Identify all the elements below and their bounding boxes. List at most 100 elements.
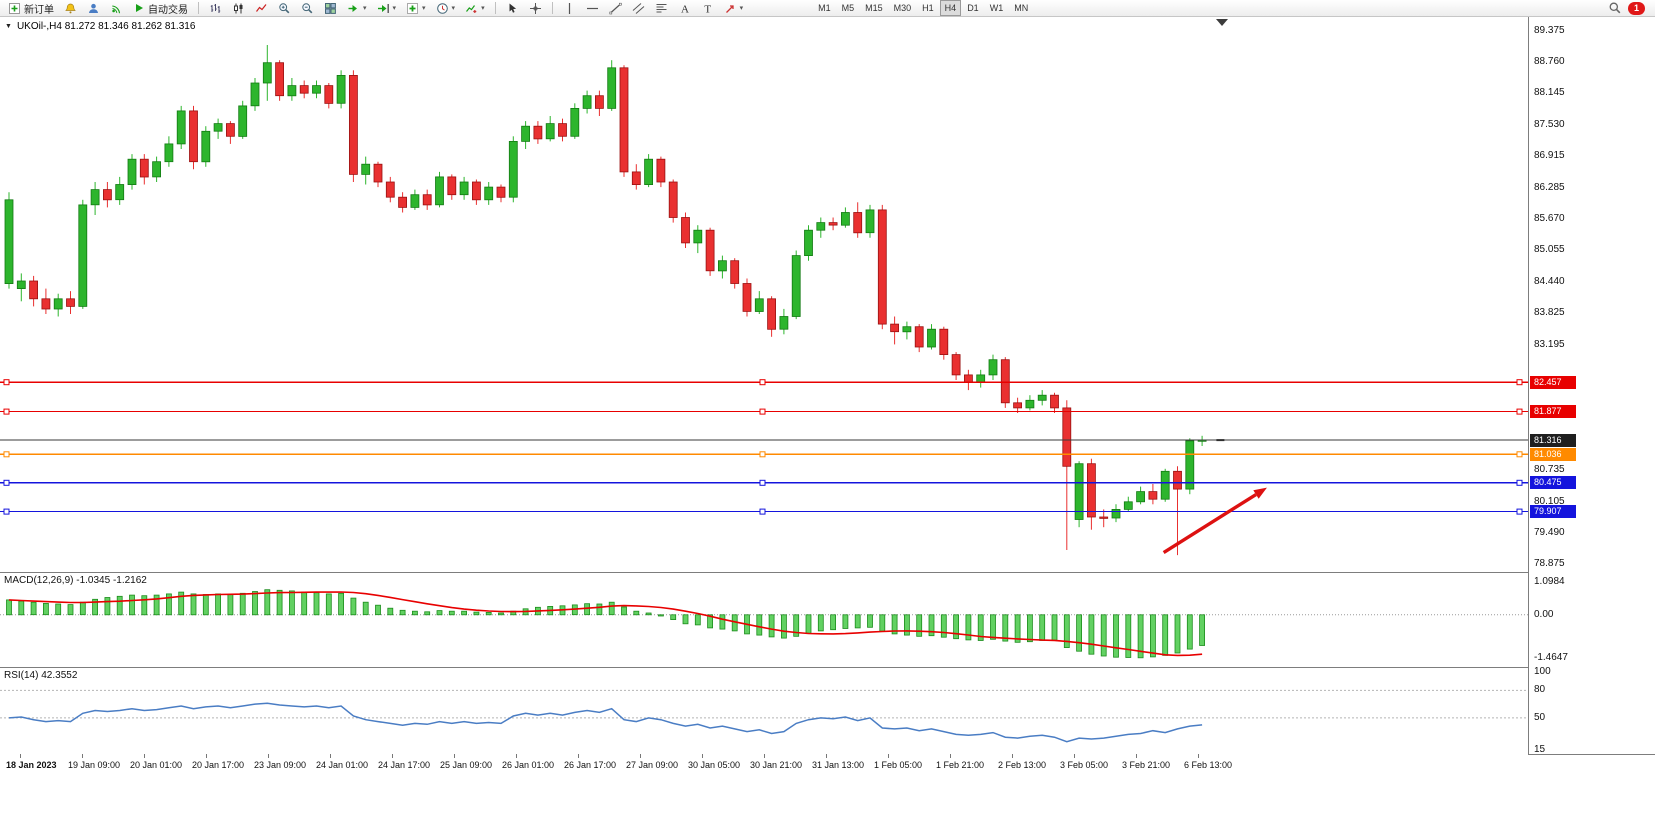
fibonacci-button[interactable] [651, 0, 672, 17]
macd-canvas[interactable] [0, 573, 1528, 667]
timeframe-button-m1[interactable]: M1 [818, 3, 831, 13]
line-handle[interactable] [3, 379, 10, 386]
candle [570, 103, 580, 139]
rsi-label: RSI(14) 42.3552 [4, 670, 78, 681]
horizontal-level-line[interactable] [0, 451, 1528, 458]
candle [521, 121, 530, 149]
panel-separator[interactable] [0, 667, 1655, 668]
macd-histogram-bar [928, 614, 935, 637]
timeframe-button-m15[interactable]: M15 [865, 3, 883, 13]
candle [336, 70, 346, 109]
tile-windows-button[interactable] [320, 0, 341, 17]
timeframe-button-mn[interactable]: MN [1014, 3, 1029, 13]
time-axis-tick [1136, 754, 1137, 758]
zoom-in-button[interactable] [274, 0, 295, 17]
auto-trading-button[interactable]: 自动交易 [129, 0, 192, 17]
notification-badge[interactable]: 1 [1628, 1, 1645, 15]
search-icon[interactable] [1608, 1, 1622, 15]
time-axis-label: 30 Jan 21:00 [750, 760, 803, 770]
line-handle[interactable] [759, 379, 766, 386]
vertical-line-button[interactable] [559, 0, 580, 17]
horizontal-level-line[interactable] [0, 479, 1528, 486]
line-handle[interactable] [759, 451, 766, 458]
chart-shift-button[interactable]: ▾ [373, 0, 401, 17]
line-handle[interactable] [759, 408, 766, 415]
vertical-line-icon [568, 2, 570, 14]
auto-scroll-button[interactable]: ▾ [343, 0, 371, 17]
symbol-dropdown-icon[interactable]: ▼ [5, 23, 12, 30]
line-handle[interactable] [759, 508, 766, 515]
macd-histogram-bar [448, 610, 455, 616]
indicators-button[interactable]: ▾ [461, 0, 489, 17]
arrows-button[interactable]: ▾ [720, 0, 748, 17]
time-axis-tick [1012, 754, 1013, 758]
horizontal-line-button[interactable] [582, 0, 603, 17]
timeframe-button-m5[interactable]: M5 [841, 3, 855, 13]
candlestick-chart-canvas[interactable] [0, 17, 1528, 572]
candle [4, 192, 14, 289]
time-axis[interactable]: 18 Jan 2023 19 Jan 09:00 20 Jan 01:00 20 Ja… [0, 754, 1528, 780]
line-handle[interactable] [3, 479, 10, 486]
horizontal-level-line[interactable] [0, 408, 1528, 415]
bar-chart-button[interactable] [205, 0, 226, 17]
new-chart-button[interactable]: ▾ [402, 0, 430, 17]
periodicity-button[interactable]: ▾ [432, 0, 460, 17]
macd-histogram-bar [953, 614, 959, 640]
candlestick-chart-button[interactable] [228, 0, 249, 17]
macd-histogram-bar [141, 595, 148, 616]
channel-button[interactable] [628, 0, 649, 17]
label-button[interactable]: T [697, 0, 718, 17]
candle [828, 217, 838, 231]
crosshair-button[interactable] [525, 0, 546, 17]
timeframe-button-h4[interactable]: H4 [939, 0, 962, 16]
timeframe-button-w1[interactable]: W1 [989, 3, 1004, 13]
candle [385, 176, 395, 203]
new-order-button[interactable]: 新订单 [4, 0, 58, 17]
rsi-canvas[interactable] [0, 668, 1528, 754]
trendline-button[interactable] [605, 0, 626, 17]
line-handle[interactable] [759, 479, 766, 486]
rsi-panel[interactable]: RSI(14) 42.3552 [0, 668, 1528, 754]
text-button[interactable]: A [674, 0, 695, 17]
line-handle[interactable] [1516, 379, 1523, 386]
chart-shift-marker[interactable] [1216, 19, 1228, 26]
price-axis[interactable]: 89.375 88.760 88.145 87.530 86.915 86.285 85.6… [1528, 17, 1655, 755]
alerts-button[interactable] [60, 0, 81, 17]
panel-separator[interactable] [0, 572, 1655, 573]
line-handle[interactable] [3, 451, 10, 458]
macd-histogram-bar [879, 614, 886, 632]
macd-panel[interactable]: MACD(12,26,9) -1.0345 -1.2162 [0, 573, 1528, 667]
price-axis-label: 87.530 [1534, 119, 1565, 130]
timeframe-button-h1[interactable]: H1 [922, 3, 934, 13]
horizontal-level-line[interactable] [0, 379, 1528, 386]
signals-button[interactable] [106, 0, 127, 17]
line-handle[interactable] [1516, 508, 1523, 515]
line-handle[interactable] [1516, 479, 1523, 486]
bell-icon [65, 3, 76, 13]
timeframe-button-d1[interactable]: D1 [967, 3, 979, 13]
candle [459, 176, 469, 200]
line-handle[interactable] [1516, 408, 1523, 415]
candle [422, 189, 432, 210]
line-chart-button[interactable] [251, 0, 272, 17]
main-chart-panel[interactable]: ▼ UKOil-,H4 81.272 81.346 81.262 81.316 [0, 17, 1528, 572]
indicator-icon [466, 4, 477, 13]
cursor-button[interactable] [502, 0, 523, 17]
macd-histogram-bar [621, 606, 627, 616]
price-axis-label: 83.195 [1534, 339, 1565, 350]
candle [299, 80, 309, 99]
line-handle[interactable] [3, 508, 10, 515]
horizontal-level-line[interactable] [0, 508, 1528, 515]
time-axis-label: 26 Jan 01:00 [502, 760, 555, 770]
line-handle[interactable] [1516, 451, 1523, 458]
line-handle[interactable] [3, 408, 10, 415]
zoom-out-button[interactable] [297, 0, 318, 17]
time-axis-label: 23 Jan 09:00 [254, 760, 307, 770]
timeframe-button-m30[interactable]: M30 [893, 3, 912, 13]
macd-histogram-bar [830, 614, 836, 631]
community-button[interactable] [83, 0, 104, 17]
arrow-annotation[interactable] [1162, 487, 1267, 554]
candle [78, 199, 88, 309]
candle [951, 352, 961, 380]
rsi-axis-label: 100 [1534, 666, 1551, 677]
